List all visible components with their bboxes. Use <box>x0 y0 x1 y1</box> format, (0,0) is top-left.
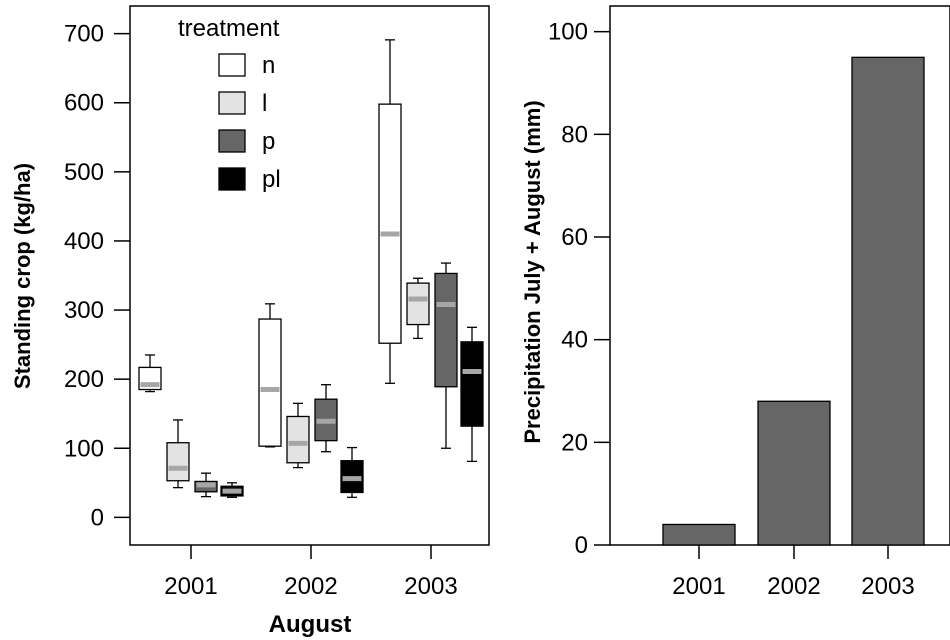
box-2002-n <box>258 303 282 448</box>
box-plot-frame <box>129 5 490 546</box>
box-plot-boxes <box>138 39 484 498</box>
y-tick-label: 200 <box>64 366 104 393</box>
legend-swatch-n <box>218 53 246 77</box>
bar-chart-panel: 0 20 40 60 80 100 2001 2002 2003 Precipitation … <box>520 5 950 600</box>
legend: treatment nlp pl <box>178 15 281 193</box>
box-body <box>434 272 458 388</box>
bar-2002 <box>757 400 831 546</box>
box-body <box>460 341 484 427</box>
y-tick-label: 100 <box>548 19 588 46</box>
box-body <box>378 103 402 344</box>
y-tick-label: 600 <box>64 90 104 117</box>
y-tick-label: 100 <box>64 435 104 462</box>
legend-label-n: n <box>262 52 275 79</box>
x-tick-label: 2002 <box>284 573 337 600</box>
box-2001-n <box>138 354 162 393</box>
box-plot-x-axis-title: August <box>269 611 352 638</box>
box-body <box>258 318 282 447</box>
bar-chart-x-axis: 2001 2002 2003 <box>672 545 915 600</box>
box-2003-p <box>434 262 458 449</box>
box-body <box>406 282 430 326</box>
x-tick-label: 2002 <box>767 573 820 600</box>
box-2002-p <box>314 384 338 453</box>
y-tick-label: 60 <box>561 224 588 251</box>
y-tick-label: 300 <box>64 297 104 324</box>
legend-label-p: p <box>262 128 275 155</box>
box-plot-x-axis: 2001 2002 2003 <box>164 545 458 600</box>
x-tick-label: 2003 <box>861 573 914 600</box>
bar-2001 <box>662 523 736 546</box>
x-tick-label: 2001 <box>164 573 217 600</box>
box-2001-l <box>166 419 190 489</box>
box-2001-p <box>194 472 218 498</box>
box-plot-panel: 0 100 200 300 400 500 600 700 2001 2002 2003 Stan… <box>10 5 490 638</box>
y-tick-label: 0 <box>575 532 588 559</box>
bar-chart-bars <box>662 56 925 546</box>
box-plot-y-axis: 0 100 200 300 400 500 600 700 <box>64 21 130 531</box>
box-body <box>286 415 310 464</box>
legend-label-pl: pl <box>262 166 281 193</box>
box-2001-pl <box>220 482 244 498</box>
y-tick-label: 80 <box>561 121 588 148</box>
legend-title: treatment <box>178 15 280 42</box>
x-tick-label: 2003 <box>404 573 457 600</box>
box-plot-y-axis-title: Standing crop (kg/ha) <box>10 163 35 389</box>
legend-swatch-p <box>218 129 246 153</box>
legend-swatch-l <box>218 91 246 115</box>
legend-swatch-pl <box>218 167 246 191</box>
y-tick-label: 40 <box>561 327 588 354</box>
y-tick-label: 400 <box>64 228 104 255</box>
bar-chart-y-axis-title: Precipitation July + August (mm) <box>520 100 545 443</box>
box-2002-pl <box>340 446 364 498</box>
bar-chart-y-axis: 0 20 40 60 80 100 <box>548 19 610 559</box>
box-2002-l <box>286 402 310 469</box>
y-tick-label: 0 <box>91 504 104 531</box>
box-body <box>166 442 190 482</box>
legend-label-l: l <box>262 90 267 117</box>
box-2003-l <box>406 277 430 340</box>
box-2003-n <box>378 39 402 384</box>
bar-2003 <box>851 56 925 546</box>
box-2003-pl <box>460 326 484 463</box>
x-tick-label: 2001 <box>672 573 725 600</box>
y-tick-label: 700 <box>64 21 104 48</box>
y-tick-label: 20 <box>561 429 588 456</box>
y-tick-label: 500 <box>64 159 104 186</box>
